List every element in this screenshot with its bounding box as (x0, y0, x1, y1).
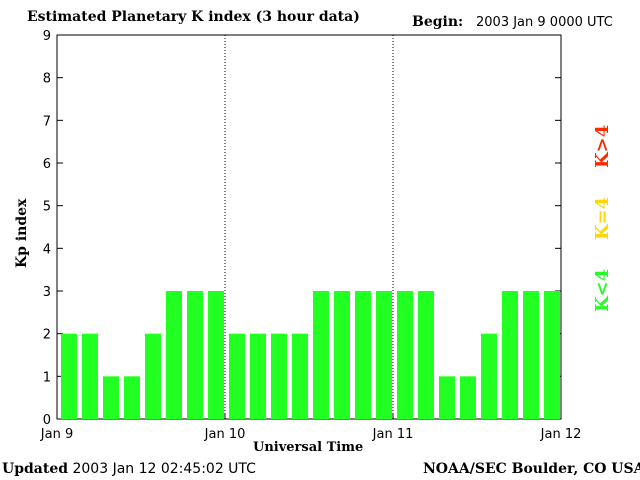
updated-label: Updated (2, 461, 69, 477)
y-axis-label: Kp index (14, 198, 30, 268)
kp-bar (460, 376, 476, 419)
y-tick-label: 7 (43, 114, 51, 129)
legend-k-greater-4: K>4 (592, 124, 613, 168)
kp-bar (208, 291, 224, 419)
chart-title: Estimated Planetary K index (3 hour data… (27, 9, 360, 25)
y-tick-label: 9 (43, 29, 51, 44)
kp-bar (166, 291, 182, 419)
updated-value: 2003 Jan 12 02:45:02 UTC (72, 461, 256, 477)
kp-bar (229, 333, 245, 419)
kp-bar (439, 376, 455, 419)
x-axis-ticks: Jan 9 Jan 10 Jan 11 Jan 12 (40, 413, 582, 442)
y-tick-label: 4 (43, 242, 51, 257)
x-tick-label: Jan 10 (204, 427, 246, 442)
kp-bar (187, 291, 203, 419)
y-tick-label: 0 (43, 413, 51, 428)
y-tick-label: 2 (43, 328, 51, 343)
kp-bar (313, 291, 329, 419)
kp-bar (61, 333, 77, 419)
plot-frame (56, 34, 562, 420)
kp-bar (334, 291, 350, 419)
y-tick-label: 1 (43, 370, 51, 385)
kp-bar (250, 333, 266, 419)
y-tick-label: 6 (43, 157, 51, 172)
source-credit: NOAA/SEC Boulder, CO USA (423, 461, 640, 477)
x-axis-label: Universal Time (253, 440, 364, 455)
kp-bar (418, 291, 434, 419)
updated-line: Updated 2003 Jan 12 02:45:02 UTC (2, 461, 256, 477)
y-tick-label: 8 (43, 72, 51, 87)
kp-bar (124, 376, 140, 419)
x-tick-label: Jan 11 (372, 427, 414, 442)
kp-bar (397, 291, 413, 419)
bars (61, 291, 560, 419)
y-tick-label: 5 (43, 200, 51, 215)
x-tick-label: Jan 12 (540, 427, 582, 442)
kp-bar (523, 291, 539, 419)
legend-k-less-4: K<4 (592, 268, 613, 312)
kp-bar (271, 333, 287, 419)
kp-bar (82, 333, 98, 419)
kp-bar (355, 291, 371, 419)
kp-bar (502, 291, 518, 419)
kp-bar (544, 291, 560, 419)
kp-bar (376, 291, 392, 419)
kp-bar (103, 376, 119, 419)
y-tick-label: 3 (43, 285, 51, 300)
x-tick-label: Jan 9 (40, 427, 73, 442)
kp-bar (292, 333, 308, 419)
begin-label: Begin: (412, 14, 464, 30)
begin-value: 2003 Jan 9 0000 UTC (476, 15, 613, 30)
plot-area (56, 34, 562, 420)
legend-k-equal-4: K=4 (592, 196, 613, 240)
kp-bar (145, 333, 161, 419)
kp-bar (481, 333, 497, 419)
